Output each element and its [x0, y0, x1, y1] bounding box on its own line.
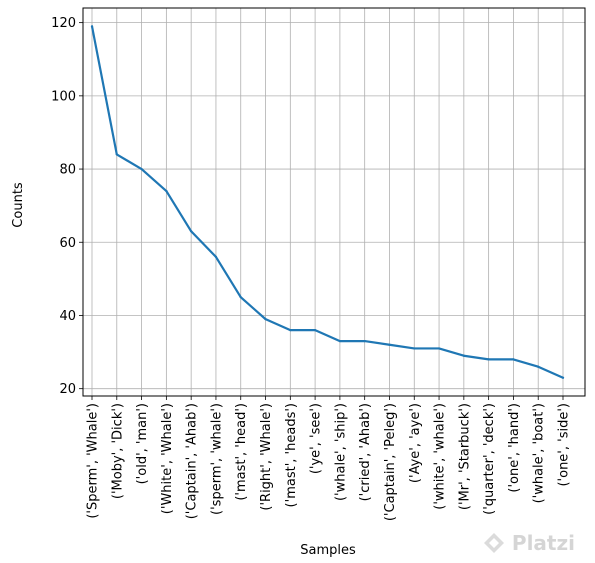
- series-line: [90, 25, 565, 379]
- series-layer: [90, 25, 565, 379]
- data-point: [561, 376, 565, 379]
- data-point: [314, 329, 317, 332]
- platzi-watermark: Platzi: [482, 531, 575, 555]
- data-point: [537, 365, 540, 368]
- x-tick-label: ('whale', 'ship'): [333, 403, 348, 501]
- data-point: [165, 189, 168, 193]
- x-tick-label: ('whale', 'boat'): [532, 403, 547, 503]
- y-tick-label: 40: [59, 309, 76, 324]
- data-point: [338, 339, 341, 343]
- y-tick-label: 80: [59, 163, 76, 178]
- data-point: [512, 358, 515, 361]
- x-tick-label: ('Moby', 'Dick'): [110, 403, 125, 499]
- data-point: [115, 153, 118, 156]
- grid-lines: [83, 8, 585, 396]
- x-tick-label: ('one', 'side'): [557, 403, 572, 487]
- x-tick-label: ('ye', 'see'): [309, 403, 324, 474]
- x-tick-label: ('sperm', 'whale'): [209, 403, 224, 515]
- x-axis-label: Samples: [300, 543, 356, 558]
- platzi-logo-icon: [483, 533, 504, 553]
- x-axis-ticks: ('Sperm', 'Whale') ('Moby', 'Dick') ('old'…: [86, 396, 572, 521]
- x-tick-label: ('Sperm', 'Whale'): [86, 403, 101, 519]
- x-tick-label: ('Right', 'Whale'): [259, 403, 274, 511]
- x-tick-label: ('old', 'man'): [135, 403, 150, 484]
- y-axis-label: Counts: [11, 182, 26, 228]
- x-tick-label: ('cried', 'Ahab'): [358, 403, 373, 501]
- y-tick-label: 60: [59, 236, 76, 251]
- data-point: [190, 230, 193, 233]
- y-tick-label: 20: [59, 382, 76, 397]
- watermark-text: Platzi: [511, 531, 575, 555]
- x-tick-label: ('one', 'hand'): [507, 403, 522, 493]
- y-tick-label: 100: [51, 89, 76, 104]
- x-tick-label: ('mast', 'heads'): [284, 403, 299, 507]
- y-axis-ticks: 20 40 60 80 100 120: [51, 16, 83, 397]
- x-tick-label: ('Captain', 'Ahab'): [185, 403, 200, 519]
- x-tick-label: ('Mr', 'Starbuck'): [457, 403, 472, 510]
- data-point: [264, 318, 267, 321]
- y-tick-label: 120: [51, 16, 76, 31]
- data-point: [413, 347, 416, 350]
- x-tick-label: ('quarter', 'deck'): [482, 403, 497, 515]
- x-tick-label: ('White', 'Whale'): [160, 403, 175, 514]
- x-tick-label: ('Aye', 'aye'): [408, 403, 423, 483]
- data-point: [363, 339, 366, 343]
- x-tick-label: ('mast', 'head'): [234, 403, 249, 501]
- data-point: [214, 255, 218, 259]
- data-point: [388, 343, 391, 346]
- x-tick-label: ('Captain', 'Peleg'): [383, 403, 398, 521]
- data-point: [289, 329, 292, 332]
- data-point: [462, 354, 465, 357]
- x-tick-label: ('white', 'whale'): [433, 403, 448, 510]
- data-point: [140, 167, 143, 171]
- data-point: [437, 347, 441, 350]
- data-point: [239, 296, 242, 299]
- data-point: [487, 358, 490, 361]
- data-point: [90, 25, 94, 28]
- plot-frame: [82, 7, 586, 397]
